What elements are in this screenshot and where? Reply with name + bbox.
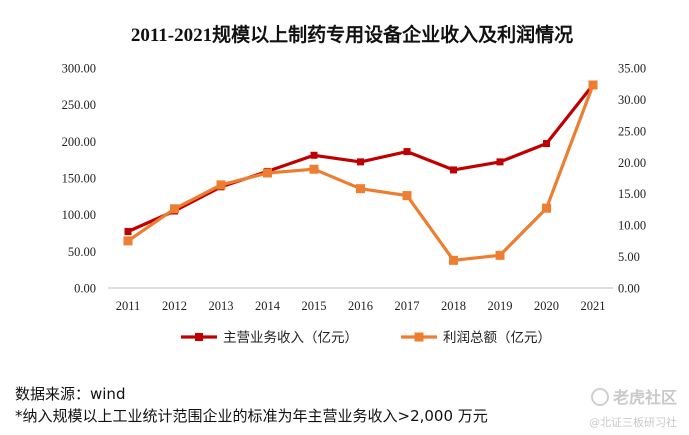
legend-label-1: 利润总额（亿元） — [443, 330, 551, 346]
series-1-point — [402, 191, 412, 201]
series-1-point — [216, 180, 226, 190]
series-1-point — [495, 250, 505, 260]
x-axis: 2011 2012 2013 2014 2015 2016 2017 2018 2019 2020… — [116, 299, 606, 313]
plot-area — [123, 80, 598, 265]
series-0-point — [124, 228, 132, 236]
legend-marker-1 — [414, 332, 424, 342]
footnote: *纳入规模以上工业统计范围企业的标准为年主营业务收入>2,000 万元 — [15, 407, 488, 425]
series-0-point — [310, 151, 318, 159]
watermark-account: @北证三板研习社 — [589, 416, 677, 429]
right-axis-tick-label: 30.00 — [618, 93, 646, 107]
series-1-point — [449, 255, 458, 265]
chart-title: 2011-2021规模以上制药专用设备企业收入及利润情况 — [131, 23, 573, 46]
left-axis-tick-label: 150.00 — [62, 172, 96, 186]
series-1-point — [263, 168, 272, 178]
watermark: 老虎社区 @北证三板研习社 — [589, 388, 677, 431]
series-0-point — [450, 166, 457, 174]
x-axis-tick-label: 2020 — [534, 299, 559, 313]
series-1-point — [588, 80, 598, 90]
x-axis-tick-label: 2012 — [162, 299, 187, 313]
x-axis-tick-label: 2021 — [581, 299, 606, 313]
legend-label-0: 主营业务收入（亿元） — [223, 330, 358, 346]
legend-marker-0 — [195, 333, 203, 341]
left-axis-tick-label: 0.00 — [74, 282, 96, 296]
right-axis-tick-label: 15.00 — [618, 187, 646, 201]
right-axis-tick-label: 35.00 — [618, 62, 646, 76]
series-0-point — [357, 158, 364, 166]
tiger-logo-icon — [590, 388, 609, 406]
x-axis-tick-label: 2013 — [209, 299, 234, 313]
left-axis: 0.00 50.00 100.00 150.00 200.00 250.00 300.00 — [62, 62, 96, 296]
watermark-brand: 老虎社区 — [612, 388, 677, 407]
x-axis-tick-label: 2016 — [348, 299, 373, 313]
x-axis-tick-label: 2019 — [488, 299, 513, 313]
x-axis-tick-label: 2011 — [116, 299, 141, 313]
chart: 2011-2021规模以上制药专用设备企业收入及利润情况 0.00 50.00 10… — [62, 23, 647, 346]
right-axis-tick-label: 5.00 — [618, 250, 640, 264]
legend: 主营业务收入（亿元） 利润总额（亿元） — [181, 330, 551, 346]
series-0-point — [496, 158, 504, 166]
series-1-point — [123, 236, 133, 246]
right-axis-tick-label: 20.00 — [618, 156, 646, 170]
series-0-point — [543, 140, 550, 148]
x-axis-tick-label: 2018 — [441, 299, 466, 313]
left-axis-tick-label: 300.00 — [62, 62, 96, 76]
x-axis-tick-label: 2015 — [302, 299, 327, 313]
source-note: 数据来源：wind — [15, 385, 126, 403]
right-axis-tick-label: 10.00 — [618, 219, 646, 233]
right-axis-tick-label: 0.00 — [618, 282, 640, 296]
series-line-0 — [127, 83, 595, 233]
left-axis-tick-label: 200.00 — [62, 135, 96, 149]
series-1-point — [356, 184, 365, 194]
right-axis: 0.00 5.00 10.00 15.00 20.00 25.00 30.00 35.00 — [618, 62, 646, 296]
series-1-point — [170, 204, 179, 214]
series-line-1 — [127, 84, 595, 262]
right-axis-tick-label: 25.00 — [618, 124, 646, 138]
x-axis-tick-label: 2017 — [395, 299, 420, 313]
left-axis-tick-label: 250.00 — [62, 98, 96, 112]
left-axis-tick-label: 100.00 — [62, 208, 96, 222]
x-axis-tick-label: 2014 — [255, 299, 281, 313]
left-axis-tick-label: 50.00 — [68, 245, 96, 259]
series-0-point — [403, 148, 411, 156]
series-1-point — [542, 203, 551, 213]
series-1-point — [309, 164, 319, 174]
